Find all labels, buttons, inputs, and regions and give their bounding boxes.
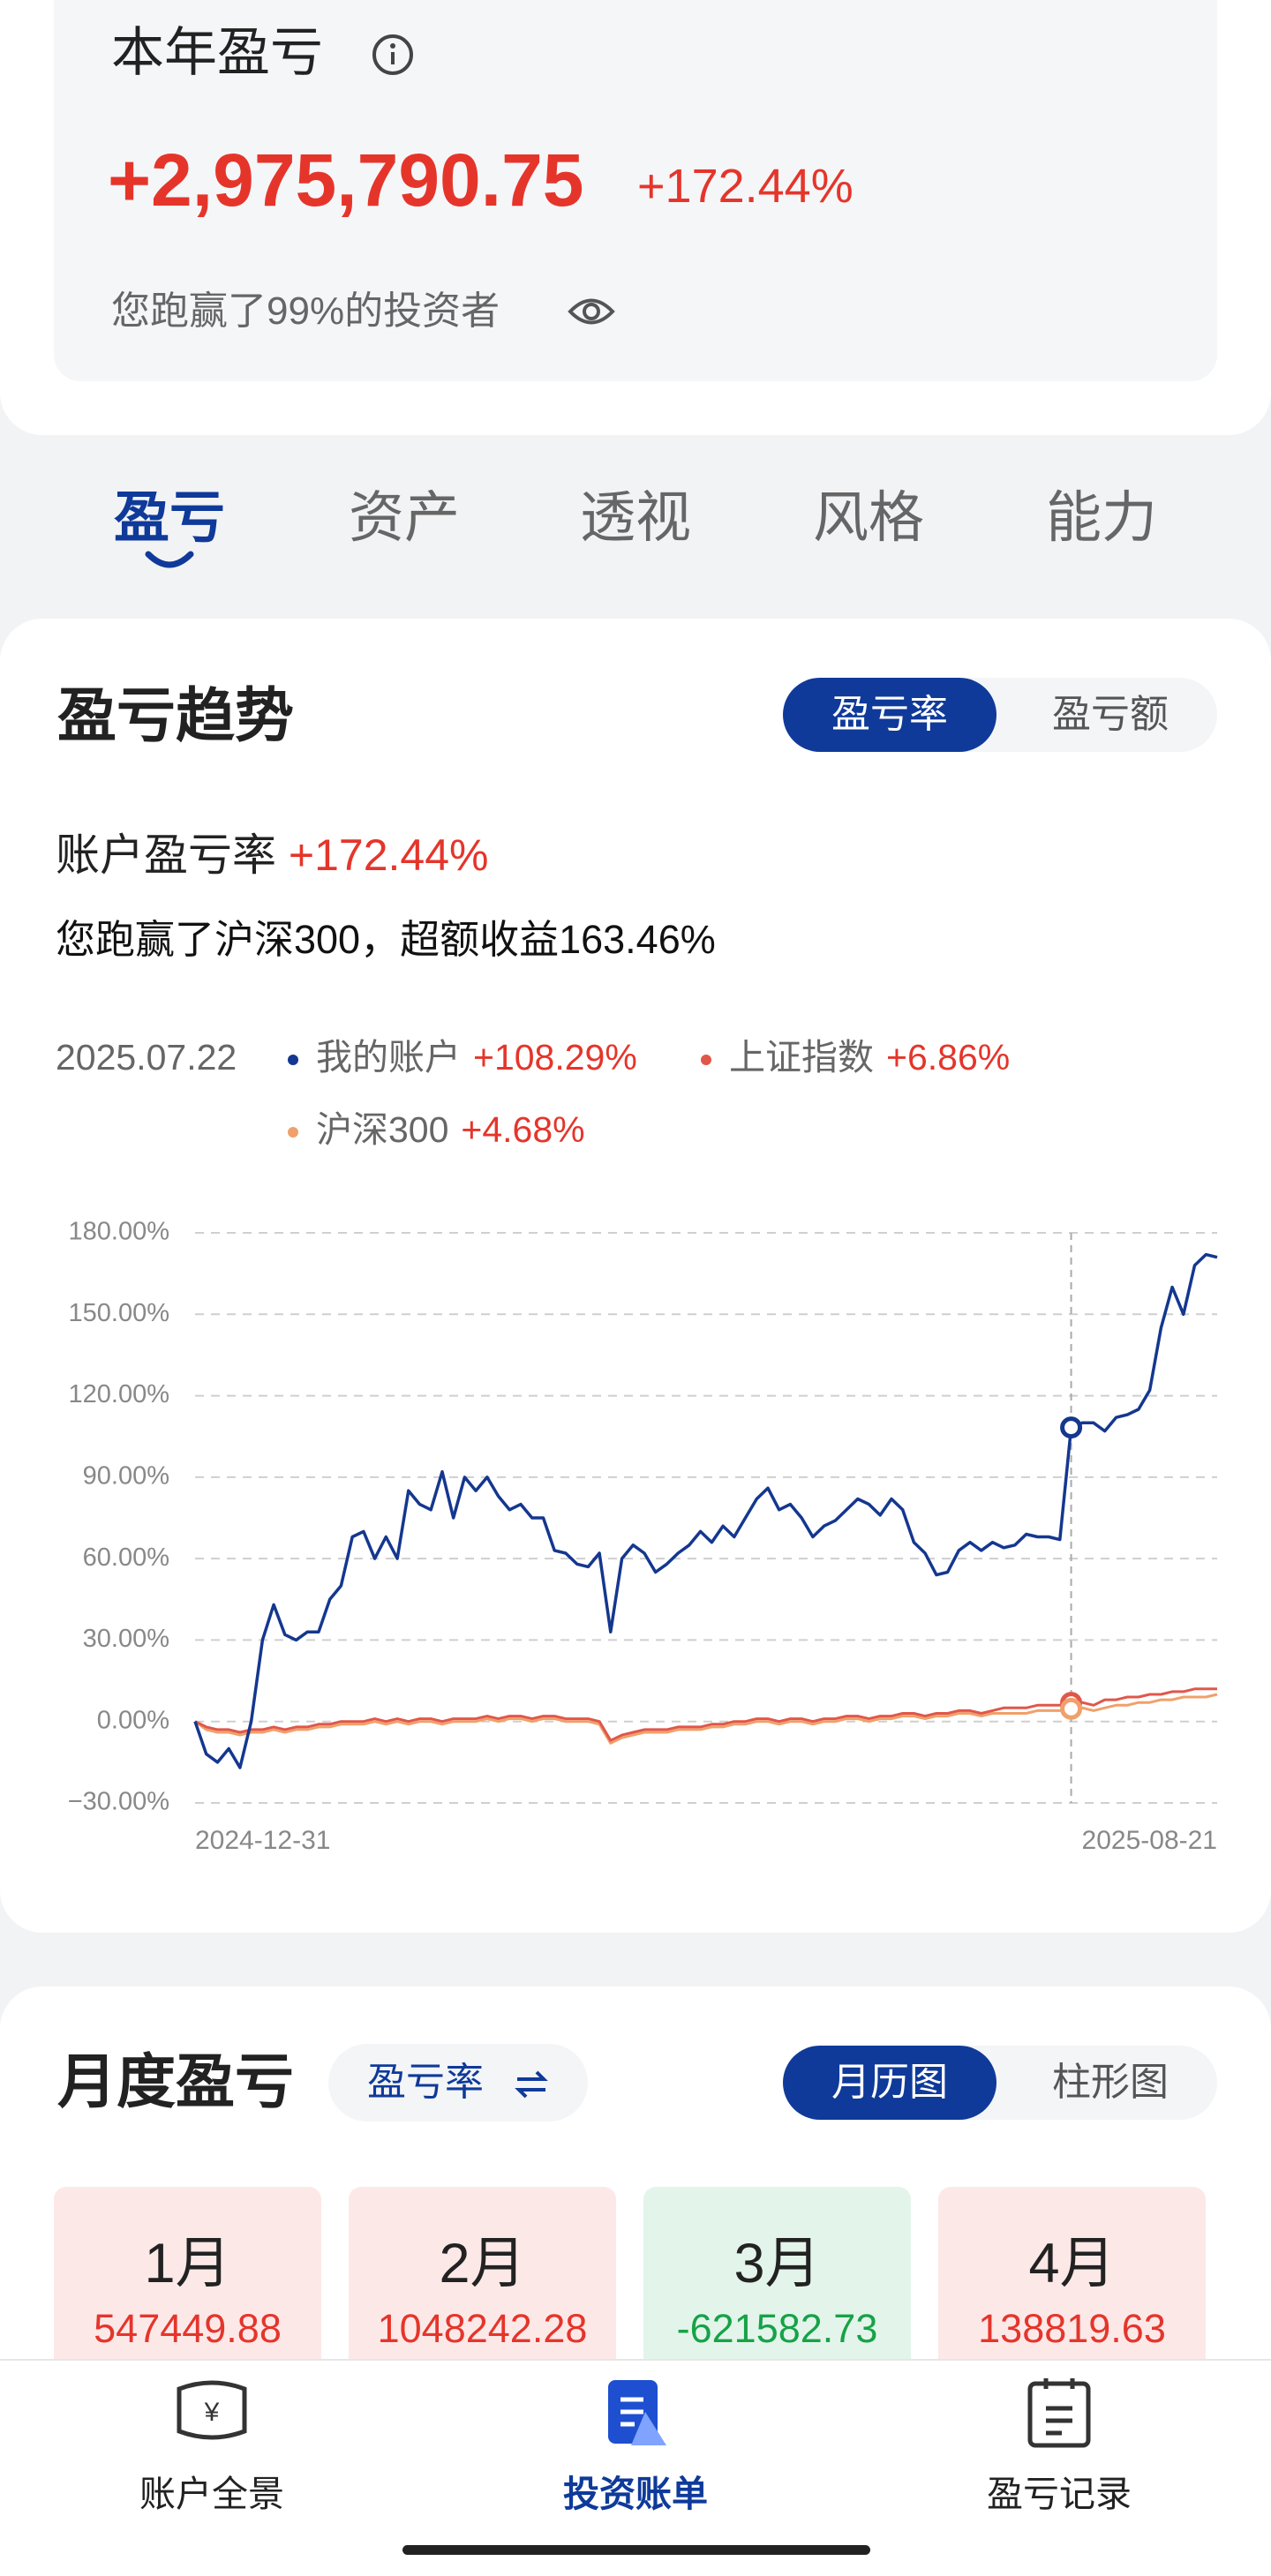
tooltip-item: 我的账户 +108.29% <box>288 1040 637 1076</box>
nav-icon-bill <box>608 2380 666 2445</box>
month-label: 3月 <box>733 2233 821 2294</box>
tab[interactable]: 能力 <box>1046 487 1157 549</box>
y-tick-label: 90.00% <box>83 1462 169 1491</box>
month-label: 4月 <box>1028 2233 1116 2294</box>
highlight-point <box>1060 1697 1083 1720</box>
y-tick-label: 60.00% <box>83 1543 169 1572</box>
legend-dot <box>288 1127 298 1138</box>
tab-indicator <box>145 551 194 568</box>
month-label: 2月 <box>439 2233 526 2294</box>
x-tick-label: 2024-12-31 <box>195 1826 330 1855</box>
trend-toggle: 盈亏率 盈亏额 <box>783 678 1217 752</box>
y-tick-label: −30.00% <box>68 1788 169 1816</box>
summary-title: 本年盈亏 <box>111 23 323 82</box>
toggle-option[interactable]: 月历图 <box>783 2046 996 2120</box>
month-value: -621582.73 <box>676 2306 878 2351</box>
tab[interactable]: 盈亏 <box>114 487 225 549</box>
nav-icon-record <box>1027 2378 1091 2448</box>
chart: −30.00% 0.00% 30.00% 60.00% 90.00% 120.00% 150… <box>68 1218 1218 1855</box>
summary-box <box>54 0 1217 381</box>
account-label-text: 账户盈亏率 <box>56 830 276 880</box>
legend-name: 上证指数 <box>729 1037 874 1078</box>
tab[interactable]: 资产 <box>349 487 460 549</box>
month-value: 1048242.28 <box>377 2306 588 2351</box>
legend-name: 沪深300 <box>316 1109 449 1150</box>
month-value: 547449.88 <box>94 2306 282 2351</box>
toggle-option[interactable]: 盈亏额 <box>1052 693 1169 736</box>
tooltip-item: 沪深300 +4.68% <box>288 1112 585 1148</box>
x-tick-label: 2025-08-21 <box>1082 1826 1217 1855</box>
legend-name: 我的账户 <box>316 1037 461 1078</box>
y-tick-label: 180.00% <box>69 1218 170 1246</box>
series-line <box>194 1693 1218 1745</box>
info-icon[interactable] <box>371 33 415 77</box>
tab[interactable]: 透视 <box>580 487 691 549</box>
series-line <box>194 1687 1217 1742</box>
metric-selector[interactable]: 盈亏率 <box>328 2044 588 2122</box>
metric-selector-text: 盈亏率 <box>367 2061 484 2104</box>
trend-card <box>0 619 1271 1933</box>
toggle-option[interactable]: 柱形图 <box>1052 2061 1169 2104</box>
y-tick-label: 30.00% <box>83 1625 169 1653</box>
highlight-point <box>1060 1416 1083 1439</box>
home-indicator <box>402 2545 870 2555</box>
svg-text:¥: ¥ <box>204 2398 220 2427</box>
month-value: 138819.63 <box>978 2306 1166 2351</box>
monthly-title: 月度盈亏 <box>57 2049 294 2115</box>
nav-item[interactable]: 账户全景 <box>139 2474 284 2514</box>
account-rate: +172.44% <box>288 830 489 880</box>
tooltip-value: +4.68% <box>461 1109 585 1150</box>
y-tick-label: 150.00% <box>69 1299 170 1327</box>
nav-item[interactable]: 盈亏记录 <box>987 2474 1132 2514</box>
tooltip-date: 2025.07.22 <box>56 1037 237 1078</box>
tooltip-value: +108.29% <box>473 1037 637 1078</box>
y-tick-label: 120.00% <box>69 1380 170 1408</box>
nav-item[interactable]: 投资账单 <box>563 2474 708 2514</box>
trend-title: 盈亏趋势 <box>57 683 294 749</box>
view-toggle: 月历图 柱形图 <box>783 2046 1217 2120</box>
month-label: 1月 <box>144 2233 231 2294</box>
toggle-option[interactable]: 盈亏率 <box>783 678 996 752</box>
eye-icon[interactable] <box>567 291 616 332</box>
swap-icon <box>515 2070 548 2099</box>
total-rate: +172.44% <box>637 160 854 213</box>
legend-dot <box>701 1055 711 1066</box>
tooltip-item: 上证指数 +6.86% <box>701 1040 1010 1076</box>
y-tick-label: 0.00% <box>97 1706 169 1734</box>
tab[interactable]: 风格 <box>813 487 924 549</box>
trend-summary: 您跑赢了沪深300，超额收益163.46% <box>56 917 716 962</box>
nav-icon-overview: ¥ <box>177 2380 247 2440</box>
rank-text: 您跑赢了99%的投资者 <box>111 289 500 333</box>
tooltip-value: +6.86% <box>886 1037 1011 1078</box>
series-line <box>193 1252 1218 1769</box>
total-amount: +2,975,790.75 <box>108 139 584 222</box>
legend-dot <box>288 1055 298 1066</box>
account-label: 账户盈亏率 +172.44% <box>56 833 489 877</box>
